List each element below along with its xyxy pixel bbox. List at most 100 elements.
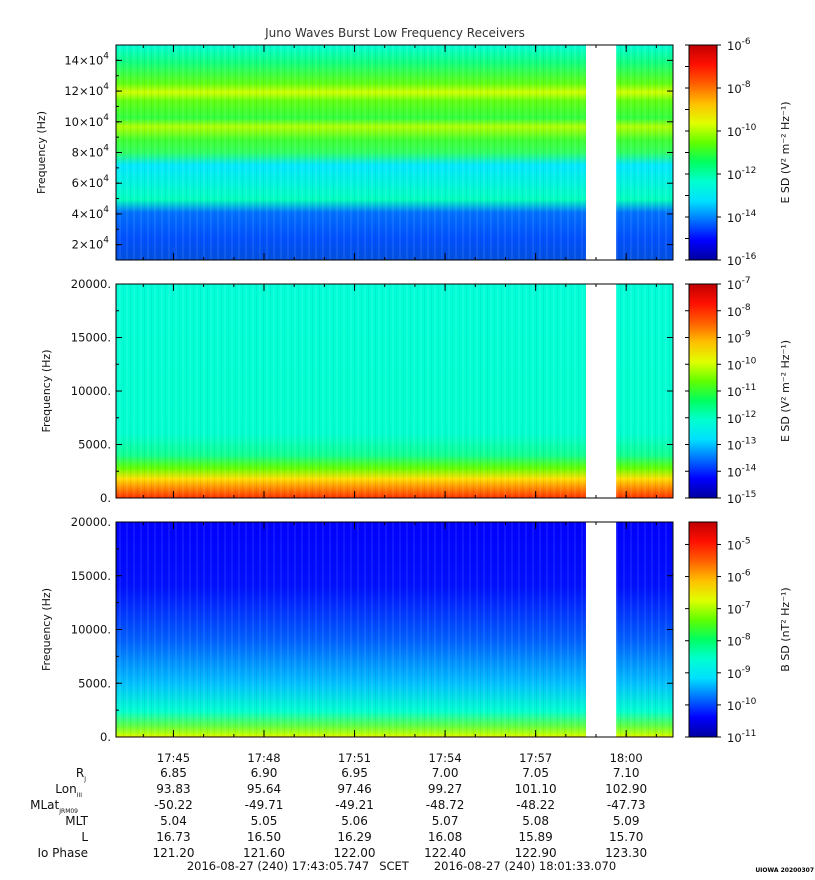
y-tick-label: 4×104 — [72, 205, 110, 221]
y-tick-label-exponent: 4 — [103, 113, 109, 123]
colorbar-tick-label-base: 10 — [727, 667, 742, 681]
ephemeris-row-label: RJ — [76, 766, 86, 783]
ephemeris-row-label: LonIII — [55, 782, 82, 799]
y-axis-label: Frequency (Hz) — [40, 588, 53, 671]
spectrogram-panel-1: 2×1044×1046×1048×10410×10412×10414×104Fr… — [35, 37, 792, 268]
ephemeris-value: 16.73 — [156, 830, 190, 844]
data-gap — [585, 521, 617, 738]
y-tick-label-base: 2×10 — [72, 238, 104, 252]
ephemeris-value: 7.05 — [522, 766, 549, 780]
ephemeris-value: -49.21 — [335, 798, 374, 812]
colorbar-tick-label: 10-11 — [727, 729, 756, 745]
y-tick-label-exponent: 4 — [103, 82, 109, 92]
ephemeris-label-text: L — [81, 830, 88, 844]
colorbar-tick-label-exponent: -9 — [742, 330, 751, 340]
colorbar-tick-label-base: 10 — [727, 278, 742, 292]
ephemeris-value: 7.00 — [432, 766, 459, 780]
colorbar-tick-label: 10-9 — [727, 330, 751, 346]
colorbar-scale — [688, 521, 718, 738]
colorbar-tick-label-exponent: -8 — [742, 303, 751, 313]
ephemeris-value: 122.90 — [515, 846, 557, 860]
x-tick-label: 17:45 — [157, 751, 190, 765]
ephemeris-label-text: Lon — [55, 782, 76, 796]
colorbar-tick-label-base: 10 — [727, 603, 742, 617]
colorbar-tick-label-base: 10 — [727, 538, 742, 552]
colorbar-tick-label: 10-8 — [727, 80, 751, 96]
colorbar-tick-label-exponent: -12 — [742, 166, 757, 176]
colorbar-tick-label-exponent: -12 — [742, 410, 757, 420]
colorbar-tick-label-base: 10 — [727, 385, 742, 399]
colorbar-label: E SD (V² m⁻² Hz⁻¹) — [779, 340, 792, 442]
footer-credit: UIOWA 20200307 — [755, 867, 814, 874]
y-tick-label: 5000. — [78, 676, 111, 690]
y-tick-label-base: 4×10 — [72, 207, 104, 221]
colorbar-tick-label-exponent: -13 — [742, 437, 757, 447]
x-tick-label: 17:57 — [519, 751, 552, 765]
colorbar-tick-label-base: 10 — [727, 39, 742, 53]
y-tick-label-exponent: 4 — [103, 205, 109, 215]
colorbar-tick-label: 10-14 — [727, 463, 757, 479]
y-tick-label-base: 14×10 — [64, 53, 103, 67]
colorbar-tick-label-exponent: -16 — [742, 252, 757, 262]
colorbar-tick-label-base: 10 — [727, 305, 742, 319]
ephemeris-value: 97.46 — [337, 782, 371, 796]
ephemeris-value: 15.89 — [518, 830, 552, 844]
colorbar-scale — [688, 44, 718, 261]
colorbar-tick-label: 10-8 — [727, 633, 751, 649]
colorbar-tick-label-exponent: -8 — [742, 80, 751, 90]
y-tick-label: 0. — [100, 730, 111, 744]
colorbar-tick-label-base: 10 — [727, 412, 742, 426]
colorbar-tick-label: 10-5 — [727, 536, 751, 552]
colorbar-label: E SD (V² m⁻² Hz⁻¹) — [779, 101, 792, 203]
y-tick-label: 6×104 — [72, 174, 110, 190]
y-tick-label-base: 8×10 — [72, 146, 104, 160]
y-tick-label: 20000. — [71, 515, 111, 529]
colorbar-tick-label: 10-6 — [727, 37, 751, 53]
y-tick-label: 14×104 — [64, 51, 109, 67]
x-tick-label: 17:54 — [429, 751, 462, 765]
ephemeris-value: 122.40 — [424, 846, 466, 860]
ephemeris-row-label: MLT — [65, 814, 88, 828]
colorbar-tick-label-exponent: -14 — [742, 209, 757, 219]
y-tick-label: 10×104 — [64, 113, 109, 129]
ephemeris-value: -48.22 — [516, 798, 555, 812]
colorbar-tick-label: 10-8 — [727, 303, 751, 319]
ephemeris-value: 7.10 — [613, 766, 640, 780]
colorbar-tick-label: 10-7 — [727, 601, 751, 617]
ephemeris-value: 123.30 — [605, 846, 647, 860]
colorbar-tick-label-base: 10 — [727, 332, 742, 346]
ephemeris-value: 121.60 — [243, 846, 285, 860]
x-tick-label: 17:51 — [338, 751, 371, 765]
ephemeris-label-text: MLT — [65, 814, 88, 828]
ephemeris-value: 5.07 — [432, 814, 459, 828]
ephemeris-value: 6.95 — [341, 766, 368, 780]
y-tick-label: 8×104 — [72, 144, 110, 160]
y-axis-label: Frequency (Hz) — [35, 111, 48, 194]
colorbar-tick-label-exponent: -7 — [742, 276, 751, 286]
footer-end-time: 2016-08-27 (240) 18:01:33.070 — [434, 859, 616, 873]
colorbar-label: B SD (nT² Hz⁻¹) — [779, 587, 792, 671]
ephemeris-value: 15.70 — [609, 830, 643, 844]
spectrogram-panel-3: 0. 5000. 10000. 15000. 20000. Frequency (Hz) 1… — [40, 515, 792, 745]
ephemeris-value: -50.22 — [154, 798, 193, 812]
y-tick-label-exponent: 4 — [103, 144, 109, 154]
colorbar-tick-label: 10-13 — [727, 437, 756, 453]
ephemeris-label-subscript: III — [77, 792, 83, 799]
data-gap — [585, 44, 617, 261]
colorbar-tick-label-exponent: -9 — [742, 665, 751, 675]
colorbar-tick-label-exponent: -6 — [742, 37, 751, 47]
ephemeris-label-text: R — [76, 766, 84, 780]
colorbar-tick-label-base: 10 — [727, 211, 742, 225]
ephemeris-value: 6.85 — [160, 766, 187, 780]
colorbar-tick-label-base: 10 — [727, 439, 742, 453]
colorbar-tick-label-base: 10 — [727, 82, 742, 96]
ephemeris-value: 16.29 — [337, 830, 371, 844]
spectrogram-texture — [116, 284, 673, 498]
ephemeris-value: 5.06 — [341, 814, 368, 828]
colorbar-tick-label: 10-15 — [727, 490, 756, 506]
y-tick-label: 20000. — [71, 277, 111, 291]
y-tick-label: 12×104 — [64, 82, 109, 98]
ephemeris-value: 5.04 — [160, 814, 187, 828]
ephemeris-row-label: L — [81, 830, 88, 844]
